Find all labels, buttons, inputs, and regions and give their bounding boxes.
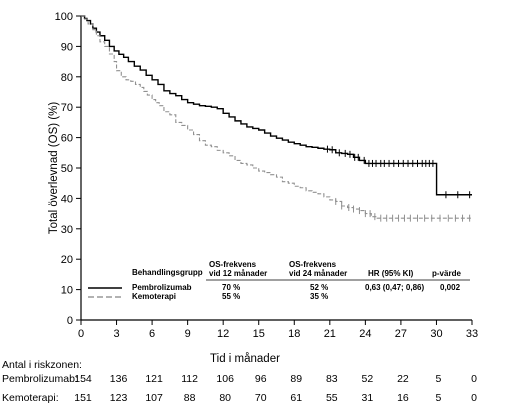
risk-value-pembrolizumab: 5 (436, 373, 442, 385)
legend-header-p: p-värde (432, 269, 461, 278)
x-tick-label: 24 (359, 328, 371, 340)
risk-row-label-kemoterapi: Kemoterapi: (2, 392, 59, 404)
risk-value-kemoterapi: 31 (362, 392, 374, 404)
x-tick-label: 9 (185, 328, 191, 340)
y-tick-label: 30 (61, 224, 73, 236)
risk-value-kemoterapi: 123 (110, 392, 128, 404)
risk-value-kemoterapi: 55 (326, 392, 338, 404)
risk-value-pembrolizumab: 83 (326, 373, 338, 385)
legend-header-os24-a: OS-frekvens (289, 260, 337, 269)
risk-table: 154 136 121 112 106 96 89 83 52 22 5 0 151 123 107 88 80… (74, 373, 477, 404)
y-tick-label: 20 (61, 254, 73, 266)
y-tick-label: 40 (61, 193, 73, 205)
legend-os12-kemoterapi: 55 % (222, 292, 240, 301)
y-tick-label: 60 (61, 133, 73, 145)
legend-p-pembrolizumab: 0,002 (440, 283, 461, 292)
y-tick-label: 10 (61, 285, 73, 297)
y-axis-label: Total överlevnad (OS) (%) (48, 102, 60, 234)
risk-value-pembrolizumab: 154 (74, 373, 92, 385)
risk-value-pembrolizumab: 0 (471, 373, 477, 385)
risk-value-kemoterapi: 151 (74, 392, 92, 404)
y-tick-label: 50 (61, 163, 73, 175)
risk-value-pembrolizumab: 52 (362, 373, 374, 385)
risk-value-pembrolizumab: 22 (397, 373, 409, 385)
legend-header-os12-b: vid 12 månader (209, 269, 267, 278)
risk-value-kemoterapi: 5 (436, 392, 442, 404)
risk-value-kemoterapi: 61 (290, 392, 302, 404)
x-tick-label: 18 (288, 328, 300, 340)
risk-value-pembrolizumab: 136 (110, 373, 128, 385)
ticks: 0 10 20 30 40 50 60 70 80 90 100 0 3 6 9 12 15 18 21 24 27 30… (55, 11, 478, 340)
risk-value-pembrolizumab: 96 (255, 373, 267, 385)
risk-row-label-pembrolizumab: Pembrolizumab: (2, 373, 78, 385)
risk-value-kemoterapi: 80 (219, 392, 231, 404)
legend-os24-kemoterapi: 35 % (310, 292, 328, 301)
y-tick-label: 80 (61, 72, 73, 84)
survival-curves (81, 15, 472, 222)
x-tick-label: 33 (466, 328, 478, 340)
legend-header-group: Behandlingsgrupp (132, 268, 203, 277)
y-tick-label: 70 (61, 102, 73, 114)
legend-label-pembrolizumab: Pembrolizumab (132, 283, 192, 292)
risk-value-pembrolizumab: 89 (290, 373, 302, 385)
x-tick-label: 21 (324, 328, 336, 340)
legend-header-hr: HR (95% KI) (368, 269, 414, 278)
legend-label-kemoterapi: Kemoterapi (132, 292, 176, 301)
risk-value-pembrolizumab: 106 (216, 373, 234, 385)
x-tick-label: 27 (395, 328, 407, 340)
risk-value-kemoterapi: 0 (471, 392, 477, 404)
x-tick-label: 12 (217, 328, 229, 340)
legend-header-os12-a: OS-frekvens (209, 260, 257, 269)
y-tick-label: 90 (61, 41, 73, 53)
risk-value-kemoterapi: 107 (145, 392, 163, 404)
risk-table-title: Antal i riskzonen: (2, 359, 82, 371)
x-tick-label: 15 (253, 328, 265, 340)
x-axis-label: Tid i månader (210, 353, 280, 365)
risk-value-pembrolizumab: 121 (145, 373, 163, 385)
legend-hr-pembrolizumab: 0,63 (0,47; 0,86) (365, 283, 424, 292)
legend: Behandlingsgrupp OS-frekvens vid 12 måna… (88, 260, 470, 301)
risk-value-kemoterapi: 70 (255, 392, 267, 404)
x-tick-label: 0 (78, 328, 84, 340)
risk-value-kemoterapi: 88 (184, 392, 196, 404)
x-tick-label: 30 (430, 328, 442, 340)
legend-os12-pembrolizumab: 70 % (222, 283, 240, 292)
y-tick-label: 100 (55, 11, 73, 23)
series-line-pembrolizumab (81, 15, 472, 196)
x-tick-label: 3 (113, 328, 119, 340)
risk-value-kemoterapi: 16 (397, 392, 409, 404)
series-line-kemoterapi (81, 15, 472, 219)
risk-value-pembrolizumab: 112 (181, 373, 198, 385)
x-tick-label: 6 (149, 328, 155, 340)
legend-header-os24-b: vid 24 månader (289, 269, 347, 278)
y-tick-label: 0 (67, 315, 73, 327)
legend-os24-pembrolizumab: 52 % (310, 283, 328, 292)
